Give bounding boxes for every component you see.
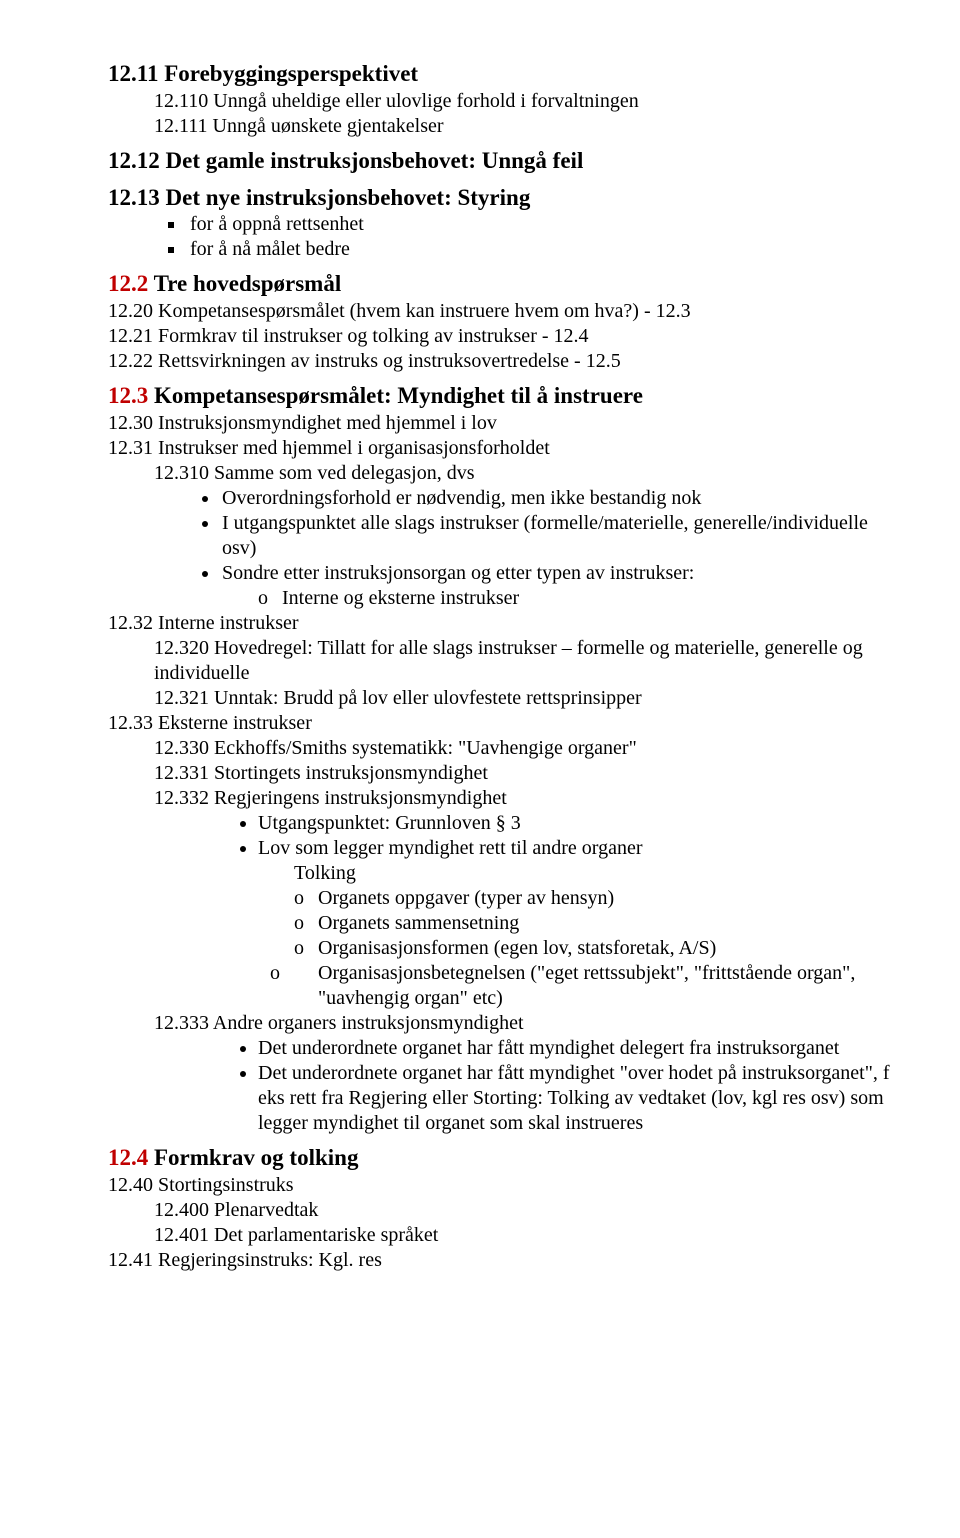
item-12-33: 12.33 Eksterne instrukser bbox=[108, 711, 900, 736]
bullet-12-13-a: for å oppnå rettsenhet bbox=[186, 212, 900, 237]
item-12-22: 12.22 Rettsvirkningen av instruks og ins… bbox=[108, 349, 900, 374]
item-12-320: 12.320 Hovedregel: Tillatt for alle slag… bbox=[154, 636, 900, 686]
heading-12-4-text: Formkrav og tolking bbox=[154, 1145, 358, 1170]
item-12-31: 12.31 Instrukser med hjemmel i organisas… bbox=[108, 436, 900, 461]
list-12-332: Utgangspunktet: Grunnloven § 3 Lov som l… bbox=[108, 811, 900, 861]
item-12-333: 12.333 Andre organers instruksjonsmyndig… bbox=[154, 1011, 900, 1036]
subbullet-332b-2: Organets sammensetning bbox=[294, 911, 900, 936]
bullet-12-333-a: Det underordnete organet har fått myndig… bbox=[258, 1036, 900, 1061]
subbullet-332b-3: Organisasjonsformen (egen lov, statsfore… bbox=[294, 936, 900, 961]
item-12-30: 12.30 Instruksjonsmyndighet med hjemmel … bbox=[108, 411, 900, 436]
text-tolking: Tolking bbox=[108, 861, 900, 886]
item-12-20: 12.20 Kompetansespørsmålet (hvem kan ins… bbox=[108, 299, 900, 324]
section-num-12-4: 12.4 bbox=[108, 1145, 148, 1170]
heading-12-12: 12.12 Det gamle instruksjonsbehovet: Unn… bbox=[108, 147, 900, 176]
item-12-332: 12.332 Regjeringens instruksjonsmyndighe… bbox=[154, 786, 900, 811]
bullet-12-333-b: Det underordnete organet har fått myndig… bbox=[258, 1061, 900, 1136]
heading-12-2-text: Tre hovedspørsmål bbox=[154, 271, 342, 296]
list-12-310: Overordningsforhold er nødvendig, men ik… bbox=[108, 486, 900, 586]
item-12-40: 12.40 Stortingsinstruks bbox=[108, 1173, 900, 1198]
bullet-12-310-a: Overordningsforhold er nødvendig, men ik… bbox=[220, 486, 900, 511]
heading-12-12-text: Det gamle instruksjonsbehovet: Unngå fei… bbox=[166, 148, 584, 173]
section-num-12-2: 12.2 bbox=[108, 271, 148, 296]
bullet-12-310-b: I utgangspunktet alle slags instrukser (… bbox=[220, 511, 900, 561]
heading-12-3-text: Kompetansespørsmålet: Myndighet til å in… bbox=[154, 383, 643, 408]
bullet-12-13-b: for å nå målet bedre bbox=[186, 237, 900, 262]
item-12-310: 12.310 Samme som ved delegasjon, dvs bbox=[154, 461, 900, 486]
bullet-12-310-c: Sondre etter instruksjonsorgan og etter … bbox=[220, 561, 900, 586]
item-12-400: 12.400 Plenarvedtak bbox=[154, 1198, 900, 1223]
item-12-111: 12.111 Unngå uønskete gjentakelser bbox=[154, 114, 900, 139]
heading-12-13: 12.13 Det nye instruksjonsbehovet: Styri… bbox=[108, 184, 900, 213]
item-12-321: 12.321 Unntak: Brudd på lov eller ulovfe… bbox=[154, 686, 900, 711]
item-12-32: 12.32 Interne instrukser bbox=[108, 611, 900, 636]
heading-12-4: 12.4 Formkrav og tolking bbox=[108, 1144, 900, 1173]
bullet-12-332-a: Utgangspunktet: Grunnloven § 3 bbox=[258, 811, 900, 836]
section-num-12-3: 12.3 bbox=[108, 383, 148, 408]
list-12-333: Det underordnete organet har fått myndig… bbox=[108, 1036, 900, 1136]
heading-12-11-text: Forebyggingsperspektivet bbox=[164, 61, 418, 86]
sublist-12-310c: Interne og eksterne instrukser bbox=[108, 586, 900, 611]
item-12-330: 12.330 Eckhoffs/Smiths systematikk: "Uav… bbox=[154, 736, 900, 761]
item-12-110: 12.110 Unngå uheldige eller ulovlige for… bbox=[154, 89, 900, 114]
heading-12-11: 12.11 Forebyggingsperspektivet bbox=[108, 60, 900, 89]
heading-12-3: 12.3 Kompetansespørsmålet: Myndighet til… bbox=[108, 382, 900, 411]
sublist-12-332b: Organets oppgaver (typer av hensyn) Orga… bbox=[108, 886, 900, 1011]
heading-12-2: 12.2 Tre hovedspørsmål bbox=[108, 270, 900, 299]
item-12-331: 12.331 Stortingets instruksjonsmyndighet bbox=[154, 761, 900, 786]
item-12-21: 12.21 Formkrav til instrukser og tolking… bbox=[108, 324, 900, 349]
subbullet-12-310c-1: Interne og eksterne instrukser bbox=[258, 586, 900, 611]
item-12-401: 12.401 Det parlamentariske språket bbox=[154, 1223, 900, 1248]
heading-12-13-text: Det nye instruksjonsbehovet: Styring bbox=[166, 185, 531, 210]
item-12-41: 12.41 Regjeringsinstruks: Kgl. res bbox=[108, 1248, 900, 1273]
subbullet-332b-1: Organets oppgaver (typer av hensyn) bbox=[294, 886, 900, 911]
bullet-12-332-b: Lov som legger myndighet rett til andre … bbox=[258, 836, 900, 861]
list-12-13: for å oppnå rettsenhet for å nå målet be… bbox=[108, 212, 900, 262]
subbullet-332b-4: Organisasjonsbetegnelsen ("eget rettssub… bbox=[294, 961, 900, 1011]
